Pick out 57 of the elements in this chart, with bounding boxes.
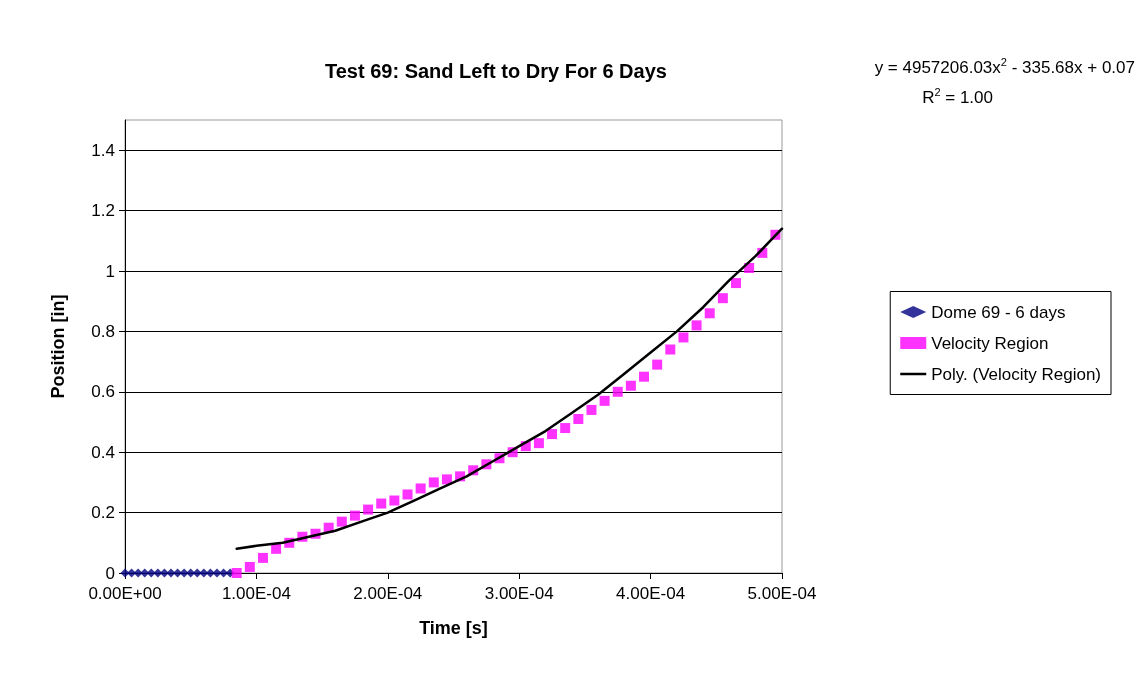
point xyxy=(678,332,689,343)
y-axis-title: Position [in] xyxy=(48,294,68,399)
y-tick-label: 1.2 xyxy=(91,201,115,221)
point xyxy=(415,483,426,494)
y-tick-label: 0 xyxy=(105,563,115,583)
legend-label: Poly. (Velocity Region) xyxy=(931,364,1102,384)
point xyxy=(547,429,558,440)
point xyxy=(665,344,676,355)
y-tick-label: 1.4 xyxy=(91,140,115,160)
point xyxy=(731,278,742,289)
point xyxy=(363,504,374,515)
point xyxy=(402,489,413,500)
point xyxy=(336,516,347,527)
x-tick-label: 0.00E+00 xyxy=(88,584,162,603)
point xyxy=(691,320,702,331)
point xyxy=(159,568,169,578)
legend-label: Velocity Region xyxy=(931,333,1049,353)
legend-label: Dome 69 - 6 days xyxy=(931,302,1066,322)
point xyxy=(376,498,387,509)
point xyxy=(179,568,189,578)
point xyxy=(146,568,156,578)
point xyxy=(192,568,202,578)
point xyxy=(612,386,623,397)
point xyxy=(533,438,544,449)
point xyxy=(133,568,143,578)
x-axis-title: Time [s] xyxy=(419,618,488,638)
x-tick-label: 5.00E-04 xyxy=(747,584,817,603)
point xyxy=(717,293,728,304)
point xyxy=(212,568,222,578)
point xyxy=(704,308,715,319)
point xyxy=(652,359,663,370)
y-tick-label: 1 xyxy=(105,261,115,281)
x-tick-label: 1.00E-04 xyxy=(221,584,291,603)
x-tick-label: 4.00E-04 xyxy=(616,584,686,603)
point xyxy=(599,395,610,406)
y-tick-label: 0.8 xyxy=(91,321,115,341)
point xyxy=(389,495,400,506)
chart-title: Test 69: Sand Left to Dry For 6 Days xyxy=(325,60,667,82)
point xyxy=(231,568,242,578)
point xyxy=(205,568,215,578)
x-tick-label: 3.00E-04 xyxy=(484,584,554,603)
point xyxy=(573,413,584,424)
point xyxy=(441,474,452,485)
point xyxy=(560,423,571,434)
point xyxy=(349,510,360,521)
point xyxy=(639,371,650,382)
y-tick-label: 0.4 xyxy=(91,442,115,462)
point xyxy=(586,404,597,415)
y-tick-label: 0.6 xyxy=(91,382,115,402)
point xyxy=(428,477,439,488)
point xyxy=(271,543,282,554)
y-tick-label: 0.2 xyxy=(91,503,115,523)
point xyxy=(257,552,268,563)
point xyxy=(166,568,176,578)
x-tick-label: 2.00E-04 xyxy=(353,584,423,603)
point xyxy=(244,561,255,572)
point xyxy=(625,380,636,391)
